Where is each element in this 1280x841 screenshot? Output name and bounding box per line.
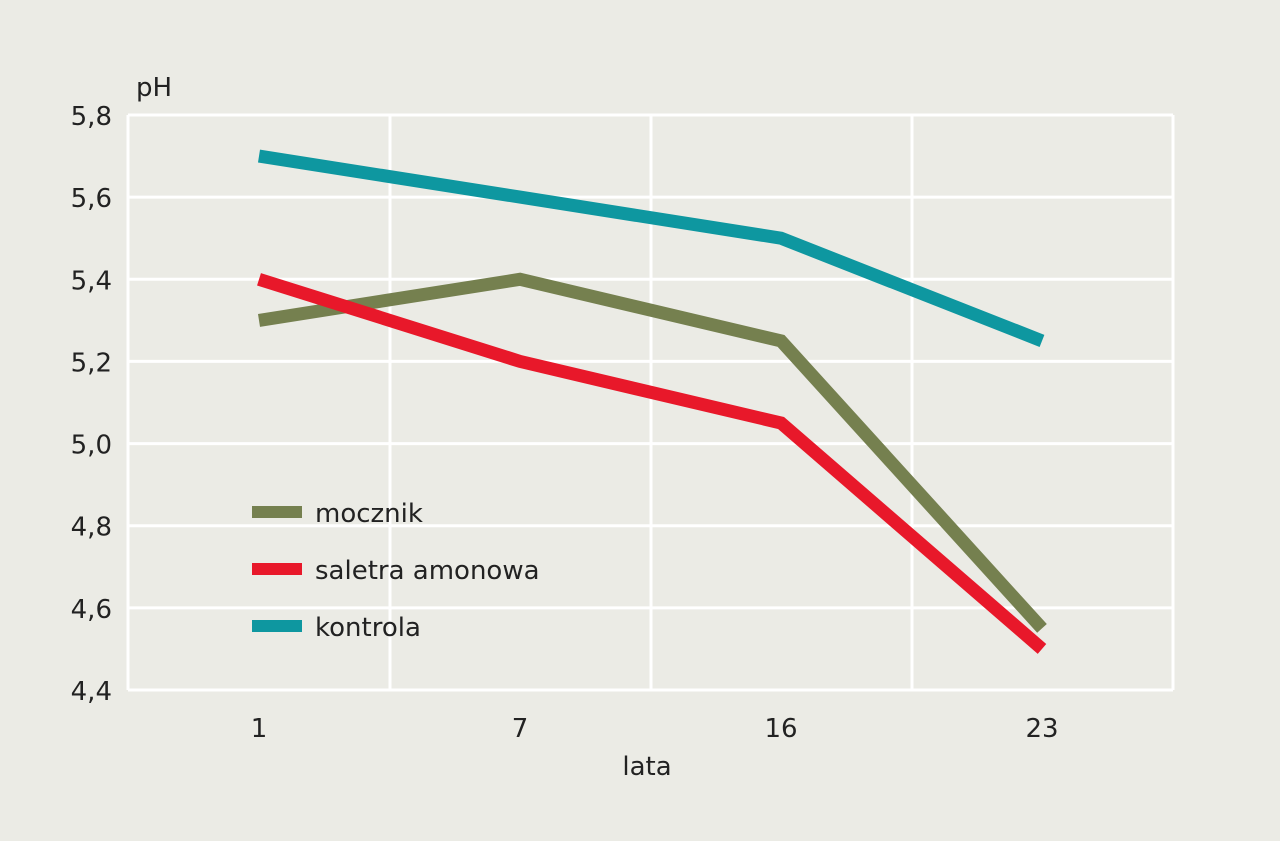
x-tick-label: 1 [251, 714, 268, 744]
series-line-kontrola [257, 149, 1045, 347]
legend-label: mocznik [315, 499, 423, 529]
legend-swatch [252, 506, 302, 518]
y-tick-label: 5,2 [71, 348, 112, 378]
y-tick-label: 5,4 [71, 266, 112, 296]
series-lines [257, 149, 1047, 654]
y-tick-label: 4,8 [71, 513, 112, 543]
legend: mocznik saletra amonowa kontrola [252, 499, 540, 643]
x-tick-label: 16 [764, 714, 797, 744]
series-line-saletra-amonowa [257, 273, 1047, 654]
grid [126, 113, 1175, 692]
legend-swatch [252, 563, 302, 575]
y-axis-ticks: 4,4 4,6 4,8 5,0 5,2 5,4 5,6 5,8 [71, 102, 112, 707]
y-tick-label: 5,8 [71, 102, 112, 132]
y-tick-label: 4,6 [71, 595, 112, 625]
y-tick-label: 5,0 [71, 431, 112, 461]
x-axis-ticks: 1 7 16 23 [251, 714, 1059, 744]
legend-swatch [252, 620, 302, 632]
legend-label: kontrola [315, 613, 421, 643]
x-tick-label: 7 [512, 714, 529, 744]
legend-label: saletra amonowa [315, 556, 540, 586]
x-axis-label: lata [622, 752, 671, 782]
y-axis-label: pH [136, 73, 172, 103]
series-line-mocznik [257, 272, 1047, 633]
y-tick-label: 5,6 [71, 184, 112, 214]
y-tick-label: 4,4 [71, 677, 112, 707]
x-tick-label: 23 [1025, 714, 1058, 744]
